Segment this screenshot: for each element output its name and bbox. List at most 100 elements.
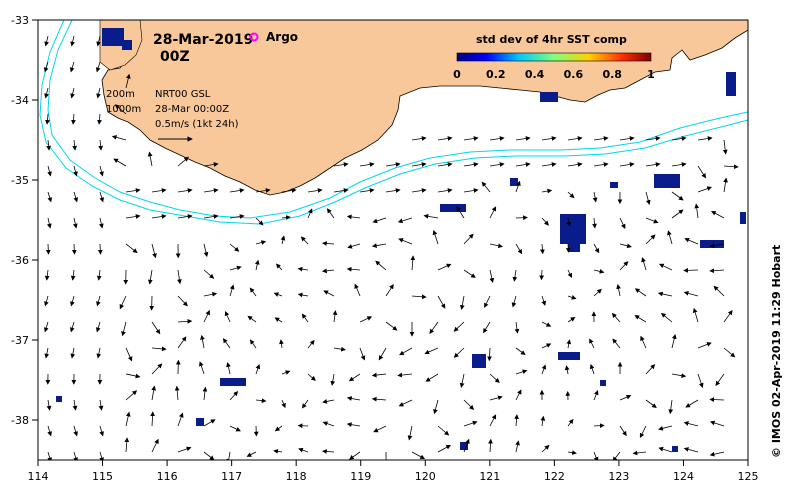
- current-arrow: [98, 139, 104, 151]
- current-arrow: [46, 139, 52, 151]
- current-arrow: [709, 268, 725, 274]
- current-arrow: [307, 208, 313, 219]
- current-arrow: [322, 241, 335, 246]
- current-arrow: [463, 233, 474, 245]
- current-arrow: [151, 385, 157, 401]
- current-arrow: [398, 399, 413, 407]
- current-arrow: [463, 162, 479, 167]
- current-arrow: [541, 188, 553, 194]
- current-arrow: [229, 188, 245, 193]
- current-arrow: [463, 188, 479, 193]
- current-arrow: [44, 35, 49, 47]
- x-tick-label: 118: [286, 470, 307, 483]
- current-arrow: [657, 291, 673, 297]
- current-arrow: [645, 399, 657, 408]
- current-arrow: [226, 362, 231, 375]
- current-arrow: [301, 399, 309, 409]
- current-arrow: [437, 445, 452, 453]
- current-arrow: [125, 411, 131, 427]
- current-arrow: [397, 217, 413, 224]
- current-arrow: [333, 346, 346, 352]
- current-arrow: [255, 364, 261, 375]
- current-arrow: [307, 373, 316, 381]
- current-arrow: [511, 295, 517, 308]
- current-arrow: [203, 162, 219, 167]
- current-arrow: [203, 291, 218, 297]
- current-arrow: [645, 162, 661, 167]
- current-arrow: [459, 295, 465, 310]
- current-arrow: [69, 61, 75, 73]
- current-arrow: [255, 398, 267, 403]
- current-arrow: [566, 339, 572, 349]
- current-arrow: [229, 284, 235, 297]
- current-arrow: [671, 191, 684, 201]
- current-arrow: [619, 425, 627, 437]
- current-arrow: [425, 373, 439, 382]
- x-axis: 114 115 116 117 118 119 120 121 122 123 124 125: [28, 460, 759, 483]
- current-arrow: [43, 61, 49, 73]
- current-arrow: [298, 447, 309, 453]
- current-arrow: [484, 295, 491, 308]
- current-arrow: [593, 162, 609, 167]
- current-arrow: [177, 446, 192, 453]
- current-arrow: [711, 211, 725, 219]
- current-arrow: [671, 136, 687, 141]
- current-arrow: [96, 87, 101, 99]
- current-arrow: [73, 425, 78, 437]
- current-arrow: [634, 288, 647, 297]
- current-arrow: [297, 423, 309, 429]
- current-arrow: [385, 321, 398, 331]
- current-arrow: [632, 450, 647, 456]
- current-arrow: [437, 295, 446, 309]
- current-arrow: [713, 285, 725, 297]
- current-arrow: [322, 421, 335, 427]
- current-arrow: [249, 339, 257, 349]
- current-arrow: [71, 243, 77, 255]
- current-arrow: [540, 243, 545, 255]
- current-arrow: [375, 260, 387, 271]
- current-arrow: [411, 294, 427, 300]
- map-hour: 00Z: [160, 49, 190, 65]
- current-arrow: [124, 437, 130, 453]
- x-tick-label: 125: [738, 470, 759, 483]
- current-arrow: [203, 451, 215, 460]
- current-arrow: [72, 139, 78, 151]
- current-arrow: [567, 191, 575, 199]
- current-arrow: [645, 136, 661, 141]
- current-arrow: [593, 390, 599, 401]
- y-tick-label: -36: [11, 254, 29, 267]
- current-arrow: [619, 261, 629, 271]
- colorbar-tick-label: 0.4: [525, 68, 545, 81]
- current-arrow: [411, 162, 427, 167]
- x-tick-label: 115: [92, 470, 113, 483]
- current-arrow: [564, 365, 570, 375]
- current-arrow: [151, 438, 159, 453]
- current-arrow: [463, 269, 476, 278]
- current-arrow: [709, 397, 725, 402]
- current-arrow: [247, 315, 257, 323]
- current-arrow: [46, 399, 52, 411]
- current-arrow: [667, 230, 673, 245]
- current-arrow: [177, 156, 189, 167]
- current-arrow: [371, 243, 387, 248]
- current-arrow: [47, 165, 52, 177]
- current-arrow: [683, 267, 699, 273]
- current-arrow: [489, 269, 495, 283]
- current-arrow: [515, 215, 528, 221]
- current-arrow: [326, 208, 335, 219]
- current-arrow: [96, 269, 102, 281]
- current-arrow: [612, 338, 621, 349]
- current-arrow: [198, 361, 205, 375]
- current-arrow: [346, 214, 361, 220]
- current-arrow: [567, 269, 572, 279]
- land-mass: [99, 20, 748, 196]
- current-arrow: [307, 339, 315, 349]
- current-arrow: [333, 188, 349, 193]
- current-arrow: [71, 113, 76, 125]
- current-arrow: [96, 295, 101, 307]
- current-arrow: [44, 295, 49, 307]
- colorbar-tick-label: 0.2: [486, 68, 506, 81]
- current-arrow: [489, 373, 500, 383]
- current-arrow: [488, 438, 493, 453]
- legend-200m: 200m: [106, 89, 135, 100]
